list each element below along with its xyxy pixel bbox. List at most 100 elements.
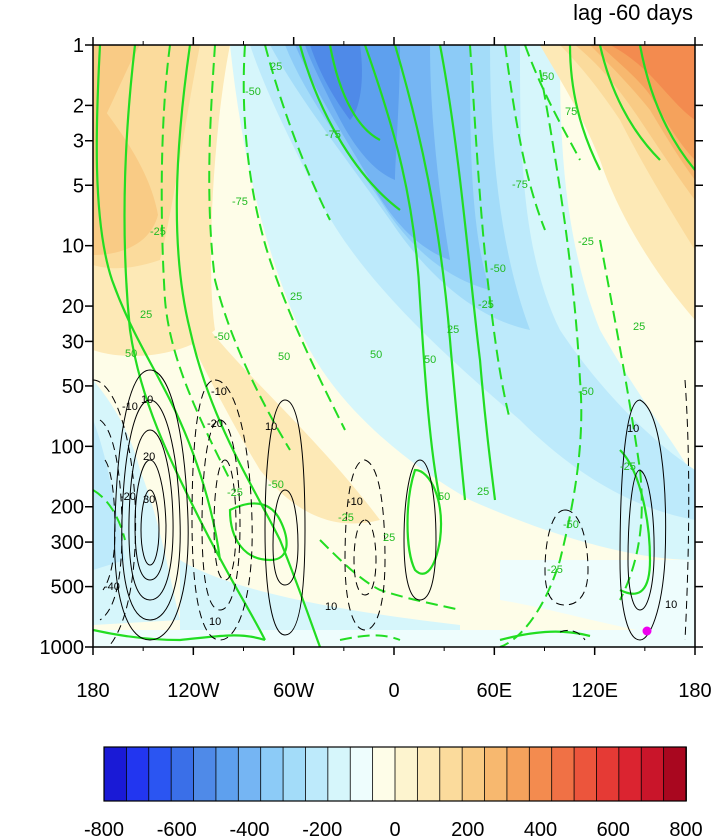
colorbar-swatch [349,746,374,802]
y-tick-label: 200 [51,497,84,519]
contour-label: -50 [268,479,284,491]
colorbar-swatch [305,746,329,802]
colorbar-swatch [596,746,620,802]
contour-label: 10 [665,599,677,611]
contour-label: -50 [245,86,261,98]
y-tick-label: 1 [73,35,84,57]
y-tick-label: 50 [62,376,84,398]
y-axis: 1 2 3 5 10 20 30 50 100 200 300 500 1000 [40,35,703,659]
y-tick-label: 500 [51,577,84,599]
contour-label: 25 [270,61,282,73]
colorbar-swatch [170,746,195,802]
colorbar-swatch [416,746,441,802]
y-tick-label: 10 [62,236,84,258]
contour-label: -50 [214,331,230,343]
contour-label: -50 [563,519,579,531]
colorbar-swatch [573,746,598,802]
colorbar-swatch [215,746,240,802]
contour-label: 50 [424,354,436,366]
colorbar-label: 200 [451,819,484,838]
contour-label: 25 [290,291,302,303]
contour-label: -75 [325,129,341,141]
shading-layer [93,45,695,647]
contour-label: -25 [620,461,636,473]
colorbar-swatch [193,746,217,802]
contour-labels: . -10 10 -20 20 30 -40 -20 -10 10 10 10 … [104,61,677,628]
y-tick-label: 3 [73,131,84,153]
contour-label: -25 [547,564,563,576]
y-tick-label: 20 [62,296,84,318]
contour-label: 25 [477,486,489,498]
contour-label: -20 [120,491,136,503]
black-contours [114,369,667,641]
colorbar-label: -600 [157,819,197,838]
colorbar-label: -800 [84,819,124,838]
colorbar-swatch [484,746,508,802]
contour-label: -25 [227,487,243,499]
colorbar-swatch [439,746,464,802]
x-axis: 180 120W 60W 0 60E 120E 180 [76,37,712,702]
colorbar-swatch [148,746,173,802]
contour-label: 75 [565,106,577,118]
contour-label: -25 [578,236,594,248]
contour-label: -75 [512,179,528,191]
contour-label: 50 [125,348,137,360]
contour-label: 10 [325,601,337,613]
contour-label: -10 [211,386,227,398]
contour-label: 25 [140,309,152,321]
colorbar-swatch [237,746,262,802]
contour-label: -25 [338,512,354,524]
colorbar-swatch [260,746,284,802]
colorbar-labels: -800 -600 -400 -200 0 200 400 600 800 [84,819,703,838]
colorbar-swatch [327,746,352,802]
x-tick-label: 180 [76,680,109,702]
contour-label: 10 [627,423,639,435]
y-tick-label: 30 [62,331,84,353]
colorbar-label: -200 [302,819,342,838]
x-tick-label: 180 [678,680,711,702]
x-tick-label: 0 [388,680,399,702]
x-tick-label: 120W [167,680,219,702]
contour-label: 50 [542,71,554,83]
colorbar-swatch [618,746,643,802]
y-tick-label: 5 [73,175,84,197]
y-tick-label: 1000 [40,637,85,659]
contour-label: 10 [141,394,153,406]
contour-label: 25 [447,324,459,336]
colorbar-label: 400 [524,819,557,838]
contour-label: -10 [347,496,363,508]
contour-label: 50 [278,351,290,363]
contour-label: -75 [232,196,248,208]
colorbar-swatch [461,746,486,802]
colorbar-swatch [528,746,553,802]
colorbar-label: -400 [229,819,269,838]
contour-label: -40 [104,581,120,593]
colorbar-label: 800 [669,819,702,838]
contour-label: -50 [490,263,506,275]
contour-label: 25 [633,321,645,333]
contour-label: -10 [122,401,138,413]
x-tick-label: 120E [571,680,618,702]
colorbar-swatch [640,746,665,802]
contour-label: 50 [438,491,450,503]
colorbar-frame [103,746,687,802]
contour-label: -25 [150,226,166,238]
x-tick-label: 60E [477,680,513,702]
contour-label: -50 [578,386,594,398]
contour-label: -20 [207,418,223,430]
contour-label: 20 [143,451,155,463]
location-marker [642,626,652,636]
green-contours-dashed [93,45,643,647]
black-contours-dashed [93,379,690,646]
colorbar-swatch [282,746,307,802]
y-tick-label: 100 [51,436,84,458]
chart-title: lag -60 days [573,0,693,25]
colorbar [103,746,687,802]
colorbar-swatch [663,746,687,802]
contour-label: 10 [209,616,221,628]
y-tick-label: 2 [73,95,84,117]
y-tick-label: 300 [51,532,84,554]
colorbar-swatch [506,746,531,802]
contour-label: 25 [383,532,395,544]
colorbar-label: 600 [597,819,630,838]
